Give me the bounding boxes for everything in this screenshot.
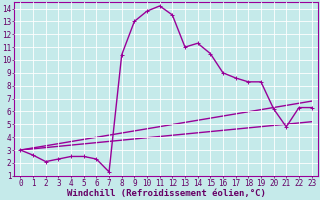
X-axis label: Windchill (Refroidissement éolien,°C): Windchill (Refroidissement éolien,°C) (67, 189, 266, 198)
